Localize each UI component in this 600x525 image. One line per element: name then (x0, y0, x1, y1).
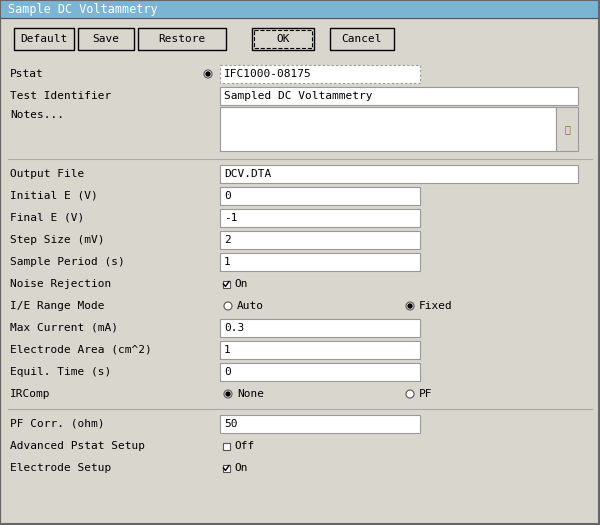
FancyBboxPatch shape (220, 363, 420, 381)
Text: Advanced Pstat Setup: Advanced Pstat Setup (10, 441, 145, 451)
Text: Final E (V): Final E (V) (10, 213, 84, 223)
FancyBboxPatch shape (556, 107, 578, 151)
FancyBboxPatch shape (220, 341, 420, 359)
Text: 0: 0 (224, 367, 231, 377)
Text: Test Identifier: Test Identifier (10, 91, 111, 101)
Text: Notes...: Notes... (10, 110, 64, 120)
Text: Sampled DC Voltammetry: Sampled DC Voltammetry (224, 91, 373, 101)
FancyBboxPatch shape (14, 28, 74, 50)
FancyBboxPatch shape (220, 165, 578, 183)
FancyBboxPatch shape (0, 18, 600, 525)
Text: Electrode Area (cm^2): Electrode Area (cm^2) (10, 345, 152, 355)
Circle shape (204, 70, 212, 78)
Text: Output File: Output File (10, 169, 84, 179)
FancyBboxPatch shape (220, 319, 420, 337)
Text: None: None (237, 389, 264, 399)
Circle shape (206, 72, 210, 76)
Text: Initial E (V): Initial E (V) (10, 191, 98, 201)
Text: IFC1000-08175: IFC1000-08175 (224, 69, 312, 79)
Text: On: On (234, 279, 248, 289)
Text: Sample DC Voltammetry: Sample DC Voltammetry (8, 3, 158, 16)
FancyBboxPatch shape (138, 28, 226, 50)
Text: OK: OK (276, 34, 290, 44)
Text: -1: -1 (224, 213, 238, 223)
Text: Electrode Setup: Electrode Setup (10, 463, 111, 473)
Text: Save: Save (92, 34, 119, 44)
Text: Default: Default (20, 34, 68, 44)
FancyBboxPatch shape (223, 443, 229, 449)
Text: 0: 0 (224, 191, 231, 201)
FancyBboxPatch shape (220, 231, 420, 249)
Circle shape (226, 392, 230, 396)
FancyBboxPatch shape (223, 280, 229, 288)
Text: Fixed: Fixed (419, 301, 453, 311)
Circle shape (408, 304, 412, 308)
Text: Cancel: Cancel (342, 34, 382, 44)
FancyBboxPatch shape (223, 465, 229, 471)
FancyBboxPatch shape (220, 87, 578, 105)
Text: Pstat: Pstat (10, 69, 44, 79)
FancyBboxPatch shape (78, 28, 134, 50)
FancyBboxPatch shape (0, 0, 600, 18)
Text: IRComp: IRComp (10, 389, 50, 399)
FancyBboxPatch shape (220, 65, 420, 83)
Text: Sample Period (s): Sample Period (s) (10, 257, 125, 267)
Text: Noise Rejection: Noise Rejection (10, 279, 111, 289)
Circle shape (406, 390, 414, 398)
FancyBboxPatch shape (220, 187, 420, 205)
Text: PF: PF (419, 389, 433, 399)
FancyBboxPatch shape (252, 28, 314, 50)
Text: I/E Range Mode: I/E Range Mode (10, 301, 104, 311)
FancyBboxPatch shape (220, 107, 556, 151)
Text: 1: 1 (224, 345, 231, 355)
Text: 50: 50 (224, 419, 238, 429)
FancyBboxPatch shape (330, 28, 394, 50)
Text: 1: 1 (224, 257, 231, 267)
Text: 2: 2 (224, 235, 231, 245)
Text: Auto: Auto (237, 301, 264, 311)
Circle shape (224, 302, 232, 310)
Text: On: On (234, 463, 248, 473)
Text: 🔑: 🔑 (564, 124, 570, 134)
Text: Equil. Time (s): Equil. Time (s) (10, 367, 111, 377)
FancyBboxPatch shape (220, 209, 420, 227)
FancyBboxPatch shape (220, 415, 420, 433)
Circle shape (406, 302, 414, 310)
Text: PF Corr. (ohm): PF Corr. (ohm) (10, 419, 104, 429)
Text: Step Size (mV): Step Size (mV) (10, 235, 104, 245)
Text: Restore: Restore (158, 34, 206, 44)
Text: DCV.DTA: DCV.DTA (224, 169, 271, 179)
Circle shape (224, 390, 232, 398)
FancyBboxPatch shape (220, 253, 420, 271)
Text: Max Current (mA): Max Current (mA) (10, 323, 118, 333)
Text: 0.3: 0.3 (224, 323, 244, 333)
Text: Off: Off (234, 441, 254, 451)
